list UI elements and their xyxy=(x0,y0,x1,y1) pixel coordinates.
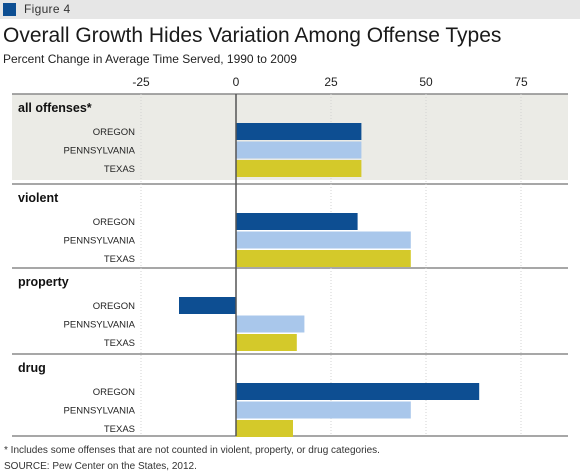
state-label: PENNSYLVANIA xyxy=(64,236,136,247)
state-label: OREGON xyxy=(93,387,135,398)
x-tick-label: -25 xyxy=(132,75,150,89)
bar-property-oregon xyxy=(179,297,236,314)
state-label: OREGON xyxy=(93,217,135,228)
group-label: all offenses* xyxy=(18,101,92,115)
chart-subtitle: Percent Change in Average Time Served, 1… xyxy=(3,52,297,66)
figure-header-bar: Figure 4 xyxy=(0,0,580,19)
state-label: OREGON xyxy=(93,301,135,312)
chart-title: Overall Growth Hides Variation Among Off… xyxy=(3,24,502,47)
bar-property-texas xyxy=(236,334,297,351)
bar-all-offenses-pennsylvania xyxy=(236,141,362,159)
bar-all-offenses-texas xyxy=(236,160,362,177)
bar-all-offenses-oregon xyxy=(236,123,362,140)
group-label: property xyxy=(18,275,69,289)
state-label: PENNSYLVANIA xyxy=(64,320,136,331)
figure-marker-square xyxy=(3,3,16,16)
state-label: TEXAS xyxy=(104,338,135,349)
state-label: PENNSYLVANIA xyxy=(64,406,136,417)
state-label: TEXAS xyxy=(104,164,135,175)
bar-violent-oregon xyxy=(236,213,358,230)
state-label: OREGON xyxy=(93,127,135,138)
state-label: PENNSYLVANIA xyxy=(64,146,136,157)
group-label: violent xyxy=(18,191,59,205)
state-label: TEXAS xyxy=(104,254,135,265)
x-tick-label: 0 xyxy=(233,75,240,89)
bar-drug-oregon xyxy=(236,383,480,400)
group-label: drug xyxy=(18,361,46,375)
bar-violent-pennsylvania xyxy=(236,231,411,249)
x-tick-label: 75 xyxy=(514,75,528,89)
bar-drug-pennsylvania xyxy=(236,401,411,419)
figure-label: Figure 4 xyxy=(24,2,71,16)
footnote: * Includes some offenses that are not co… xyxy=(4,445,380,456)
x-tick-label: 50 xyxy=(419,75,433,89)
bar-violent-texas xyxy=(236,250,411,267)
bar-property-pennsylvania xyxy=(236,315,305,333)
x-tick-label: 25 xyxy=(324,75,338,89)
bar-drug-texas xyxy=(236,420,293,437)
state-label: TEXAS xyxy=(104,424,135,435)
bar-chart: -25 0 25 50 75 all offenses* OREGON PENNSYLVANI… xyxy=(12,75,568,437)
source-note: SOURCE: Pew Center on the States, 2012. xyxy=(4,461,197,472)
